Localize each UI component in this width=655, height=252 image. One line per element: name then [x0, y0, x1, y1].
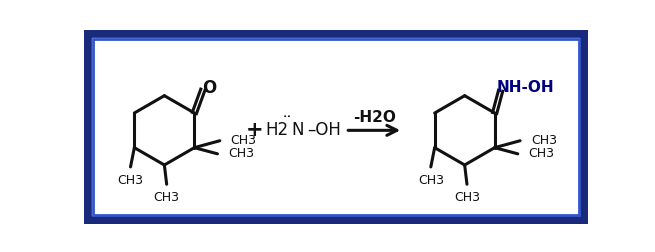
Text: CH3: CH3 — [418, 174, 444, 187]
Text: CH3: CH3 — [231, 134, 257, 147]
Text: +: + — [246, 120, 263, 140]
Text: CH3: CH3 — [454, 191, 480, 204]
Text: –OH: –OH — [307, 121, 341, 139]
Text: CH3: CH3 — [117, 174, 143, 187]
Text: H2: H2 — [265, 121, 288, 139]
Text: CH3: CH3 — [531, 134, 557, 147]
Text: -H2O: -H2O — [353, 110, 396, 125]
Text: CH3: CH3 — [228, 147, 254, 160]
Text: CH3: CH3 — [529, 147, 555, 160]
Text: O: O — [202, 79, 216, 97]
Text: CH3: CH3 — [154, 191, 179, 204]
Text: NH-OH: NH-OH — [496, 80, 554, 95]
Text: N: N — [291, 121, 304, 139]
